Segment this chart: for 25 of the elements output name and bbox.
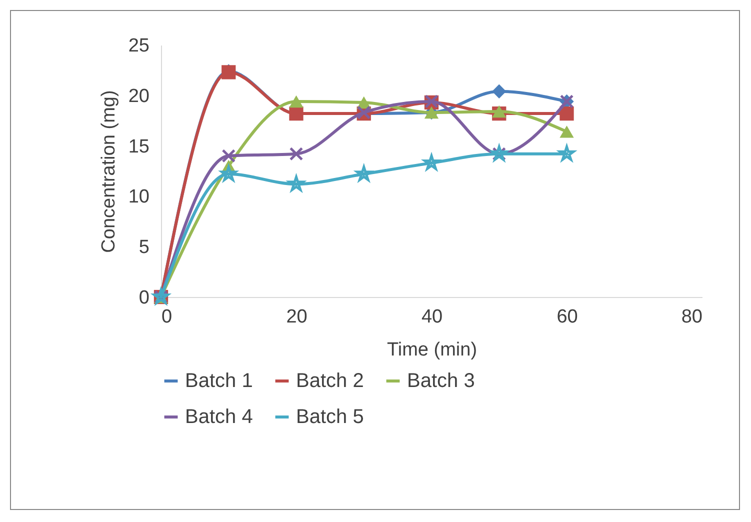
point <box>560 126 574 138</box>
legend-label: Batch 2 <box>296 370 364 392</box>
y-tick-label: 25 <box>128 36 150 56</box>
x-tick-label: 20 <box>286 306 308 328</box>
point <box>492 105 506 118</box>
legend-label: Batch 4 <box>185 406 253 428</box>
x-tick-label: 60 <box>556 306 578 328</box>
y-tick-label: 0 <box>138 288 150 308</box>
y-tick-label: 5 <box>138 237 150 258</box>
point <box>492 84 506 98</box>
x-tick-label: 80 <box>681 306 702 328</box>
x-tick-label: 40 <box>421 306 443 328</box>
y-tick-label: 20 <box>128 86 150 107</box>
y-tick-label: 15 <box>128 136 150 158</box>
point <box>289 95 304 108</box>
x-tick-label: 0 <box>162 306 172 328</box>
y-tick-label: 10 <box>128 186 150 208</box>
legend-label: Batch 3 <box>407 370 475 392</box>
y-axis-title: Concentration (mg) <box>98 90 120 253</box>
point <box>289 146 304 161</box>
point <box>222 148 236 163</box>
legend-label: Batch 1 <box>185 370 253 392</box>
point <box>560 106 574 121</box>
legend-label: Batch 5 <box>296 406 364 428</box>
x-axis-title: Time (min) <box>386 340 478 360</box>
